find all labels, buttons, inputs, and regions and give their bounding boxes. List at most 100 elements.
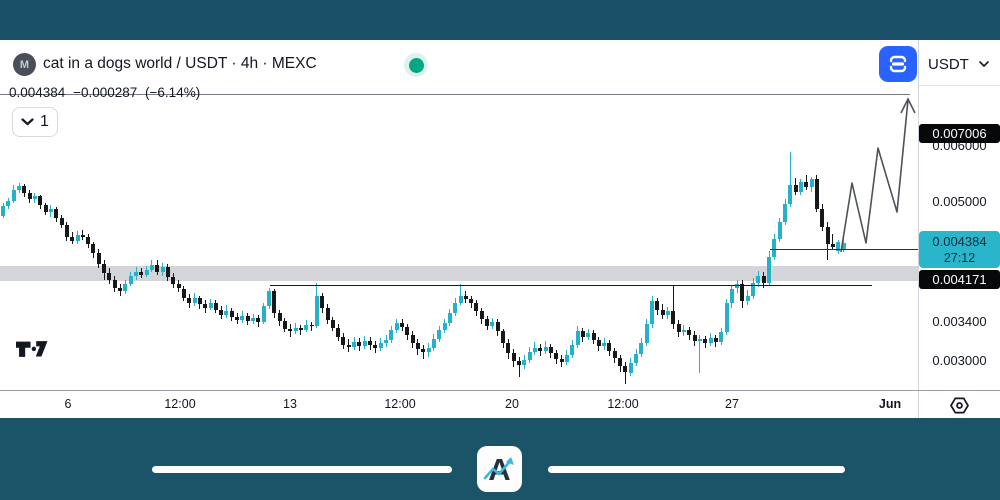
supply-zone-band <box>0 266 918 281</box>
candle-up <box>543 346 548 351</box>
candle-down <box>155 264 160 273</box>
app-footer: A <box>0 418 1000 500</box>
readout-last-price: 0.004384 <box>9 85 66 100</box>
candle-down <box>288 328 293 332</box>
candle-down <box>548 346 553 353</box>
candle-up <box>426 347 431 352</box>
candle-down <box>373 344 378 348</box>
time-axis[interactable] <box>0 390 1000 418</box>
candle-up <box>240 315 245 321</box>
app-logo-arrow-icon <box>483 457 514 480</box>
candle-up <box>639 342 644 354</box>
candle-up <box>261 306 266 323</box>
candle-up <box>756 275 761 283</box>
candle-up <box>724 302 729 333</box>
candle-down <box>400 323 404 327</box>
candle-down <box>59 217 64 225</box>
candle-up <box>192 297 197 303</box>
candle-up <box>783 203 787 222</box>
candle-down <box>469 299 474 303</box>
candle-up <box>745 295 750 301</box>
candle-down <box>139 271 144 275</box>
chart-settings-button[interactable] <box>919 392 1000 418</box>
candle-up <box>570 344 575 355</box>
candle-down <box>538 347 543 351</box>
candle-up <box>798 181 803 192</box>
candle-down <box>277 313 282 322</box>
candle-up <box>314 295 319 326</box>
candle-down <box>80 235 85 237</box>
interval-label: 1 <box>40 113 49 130</box>
candle-down <box>623 366 628 373</box>
candle-down <box>410 335 415 343</box>
candle-up <box>602 342 607 346</box>
candle-up <box>644 324 649 343</box>
candle-wick <box>672 286 674 329</box>
candle-up <box>160 267 165 273</box>
candle-down <box>272 290 277 314</box>
last-price-value: 0.004384 <box>932 233 987 249</box>
candle-up <box>32 196 37 200</box>
candle-up <box>431 339 436 348</box>
candle-down <box>692 335 697 341</box>
candle-wick <box>699 335 701 373</box>
app-logo[interactable]: A <box>477 446 522 492</box>
time-axis-label: Jun <box>878 397 902 411</box>
candle-down <box>463 295 468 300</box>
price-axis-border <box>918 40 919 390</box>
candle-down <box>229 310 234 317</box>
candle-up <box>378 342 383 348</box>
candle-down <box>107 273 112 280</box>
candle-down <box>320 295 325 308</box>
candle-down <box>54 208 59 218</box>
footer-divider-right <box>548 466 845 473</box>
candle-up <box>144 270 149 275</box>
quote-currency-select[interactable]: USDT <box>918 44 1000 86</box>
candle-up <box>490 322 495 326</box>
candle-up <box>836 242 841 251</box>
last-price-badge: 0.004384 27:12 <box>919 231 1000 268</box>
candle-up <box>634 353 638 363</box>
candle-down <box>415 342 420 349</box>
candle-down <box>618 357 623 367</box>
projection-arrow-drawing[interactable] <box>0 40 918 390</box>
candle-up <box>628 363 633 373</box>
candle-down <box>740 284 745 301</box>
candle-up <box>772 238 777 257</box>
candle-down <box>298 327 303 331</box>
candle-down <box>181 288 186 298</box>
candle-down <box>43 205 48 212</box>
tradingview-logo-icon <box>16 341 48 357</box>
candle-down <box>830 243 835 248</box>
candle-down <box>96 252 101 264</box>
symbol-title[interactable]: cat in a dogs world / USDT · 4h · MEXC <box>43 55 317 72</box>
candle-down <box>506 342 511 353</box>
candle-up <box>575 331 580 345</box>
candle-down <box>219 309 224 315</box>
candle-wick <box>832 233 834 250</box>
horizontal-line-drawing[interactable] <box>0 93 910 95</box>
target-price-badge: 0.007006 <box>919 124 1000 143</box>
market-open-dot-icon <box>408 57 424 73</box>
horizontal-line-drawing[interactable] <box>270 284 872 286</box>
time-axis-label: 12:00 <box>607 397 639 411</box>
candle-up <box>708 338 713 343</box>
candle-up <box>11 189 16 201</box>
candle-up <box>224 310 229 315</box>
interval-button[interactable]: 1 <box>12 107 58 137</box>
candle-down <box>112 279 117 288</box>
candle-up <box>777 221 782 239</box>
chevron-down-icon <box>21 118 34 126</box>
candle-down <box>256 317 261 323</box>
candle-down <box>612 350 617 358</box>
candle-up <box>447 313 452 323</box>
candle-down <box>102 264 107 274</box>
candle-down <box>203 304 208 308</box>
expand-chart-button[interactable] <box>879 46 917 82</box>
candle-down <box>336 327 341 337</box>
candle-up <box>681 329 686 333</box>
candle-up <box>809 178 814 187</box>
candle-down <box>341 337 346 345</box>
candlestick-chart[interactable] <box>0 40 918 390</box>
